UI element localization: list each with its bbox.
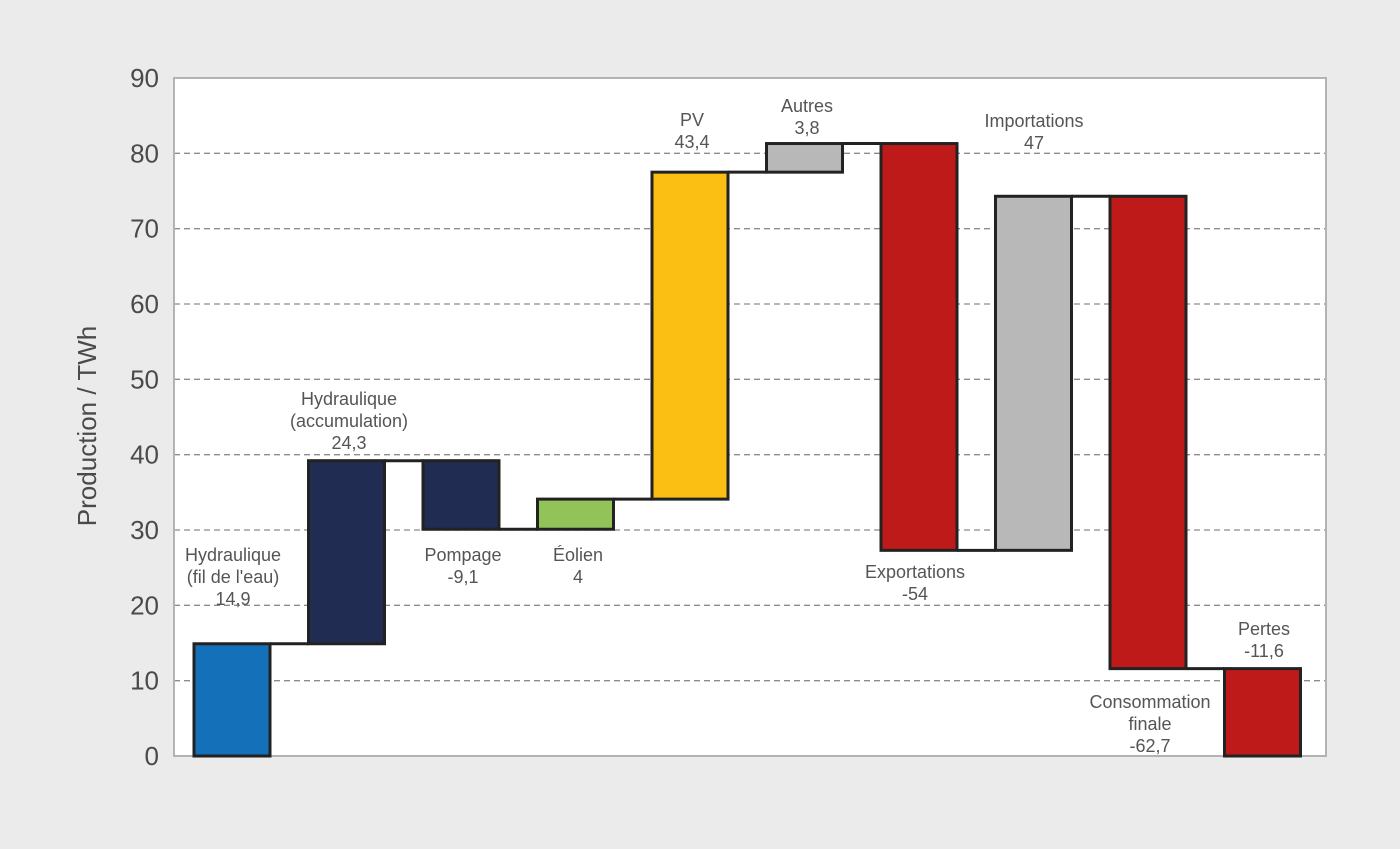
waterfall-bar [1223, 667, 1302, 758]
step-label: Autres 3,8 [781, 96, 833, 138]
step-value-label: -62,7 [1129, 736, 1170, 756]
step-name-label: Importations [984, 111, 1083, 131]
y-tick-label: 90 [130, 63, 159, 93]
step-value-label: -11,6 [1244, 641, 1284, 661]
step-name-label: Pertes [1238, 619, 1290, 639]
step-value-label: 4 [573, 567, 583, 587]
step-label: Pompage -9,1 [424, 545, 501, 587]
step-value-label: 47 [1024, 133, 1044, 153]
waterfall-bar [1108, 194, 1188, 671]
waterfall-bar [192, 642, 272, 758]
step-label: Exportations -54 [865, 562, 965, 604]
waterfall-bar [879, 142, 959, 552]
waterfall-bar [421, 459, 501, 531]
y-tick-label: 80 [130, 138, 159, 168]
step-value-label: -54 [902, 584, 928, 604]
waterfall-bar [994, 194, 1073, 552]
y-tick-label: 0 [145, 741, 159, 771]
step-name-label: Hydraulique [301, 389, 397, 409]
step-value-label: 24,3 [331, 433, 366, 453]
step-label: Hydraulique (fil de l'eau) 14,9 [185, 545, 281, 609]
step-label: Éolien 4 [553, 545, 603, 587]
step-name-label: (fil de l'eau) [187, 567, 279, 587]
waterfall-bar [536, 497, 615, 531]
waterfall-bar [307, 459, 386, 646]
y-tick-label: 60 [130, 289, 159, 319]
step-value-label: -9,1 [447, 567, 478, 587]
step-value-label: 14,9 [215, 589, 250, 609]
step-label: Consommation finale -62,7 [1089, 692, 1210, 756]
step-name-label: Consommation [1089, 692, 1210, 712]
plot-frame [173, 77, 1327, 757]
step-label: Importations 47 [984, 111, 1083, 153]
step-name-label: (accumulation) [290, 411, 408, 431]
y-tick-label: 10 [130, 666, 159, 696]
y-tick-label: 50 [130, 364, 159, 394]
step-label: Pertes -11,6 [1238, 619, 1290, 661]
step-label: Hydraulique (accumulation) 24,3 [290, 389, 408, 453]
y-tick-label: 30 [130, 515, 159, 545]
step-name-label: PV [680, 110, 704, 130]
y-tick-label: 20 [130, 590, 159, 620]
y-tick-label: 40 [130, 440, 159, 470]
waterfall-bar [650, 170, 730, 501]
step-name-label: finale [1128, 714, 1171, 734]
step-name-label: Exportations [865, 562, 965, 582]
step-name-label: Autres [781, 96, 833, 116]
step-name-label: Éolien [553, 545, 603, 565]
step-name-label: Pompage [424, 545, 501, 565]
step-value-label: 43,4 [674, 132, 709, 152]
step-value-label: 3,8 [794, 118, 819, 138]
step-name-label: Hydraulique [185, 545, 281, 565]
step-label: PV 43,4 [674, 110, 709, 152]
y-axis-label: Production / TWh [72, 326, 102, 526]
waterfall-bar [765, 142, 844, 174]
y-tick-label: 70 [130, 214, 159, 244]
